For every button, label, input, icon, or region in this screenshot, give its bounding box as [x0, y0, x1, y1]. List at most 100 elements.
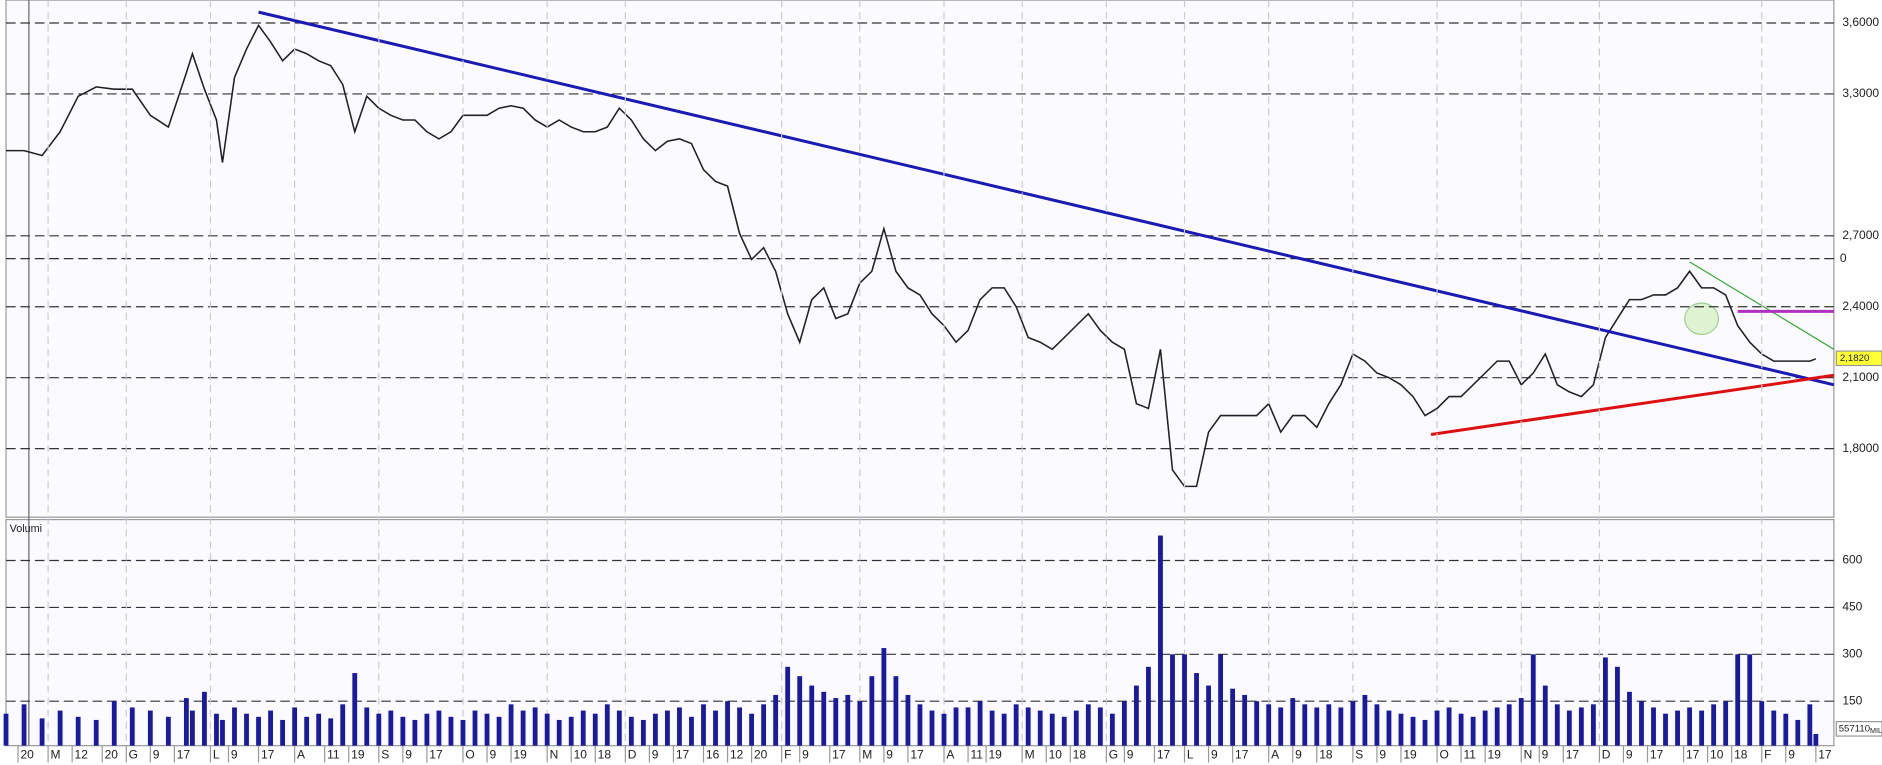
y-tick-label: 150: [1842, 693, 1862, 707]
volume-bar: [165, 716, 171, 746]
volume-bar: [556, 719, 562, 746]
volume-bar: [869, 676, 875, 746]
volume-bar: [833, 698, 839, 746]
x-tick-label: 10: [1710, 747, 1724, 761]
volume-bar: [1278, 707, 1284, 746]
volume-bar: [1434, 710, 1440, 746]
x-tick-label: 11: [970, 747, 983, 761]
x-tick-label: S: [381, 747, 389, 761]
x-tick-label: 17: [1686, 747, 1700, 761]
volume-bar: [1458, 713, 1464, 746]
volume-bar: [1326, 704, 1332, 746]
volume-bar: [701, 704, 706, 746]
volume-bar: [1254, 701, 1260, 746]
volume-bar: [941, 713, 947, 746]
x-tick-label: 17: [261, 747, 275, 761]
x-tick-label: L: [213, 747, 220, 761]
volume-bar: [376, 713, 382, 746]
volume-bar: [713, 710, 718, 746]
volume-bar: [292, 707, 298, 746]
volume-bar: [388, 710, 394, 746]
x-tick-label: 18: [1734, 747, 1748, 761]
volume-bar: [508, 704, 514, 746]
volume-bar: [1566, 710, 1572, 746]
x-tick-label: 9: [1788, 747, 1795, 761]
x-tick-label: 18: [1319, 747, 1333, 761]
volume-bar: [677, 707, 682, 746]
x-tick-label: O: [465, 747, 474, 761]
volume-bar: [953, 707, 959, 746]
x-tick-label: 10: [1049, 747, 1063, 761]
volume-bar: [93, 719, 99, 746]
volume-bar: [1170, 654, 1175, 746]
x-tick-label: M: [1025, 747, 1035, 761]
volume-bar: [652, 713, 658, 746]
volume-bar: [893, 676, 899, 746]
volume-bar: [1759, 701, 1765, 746]
x-tick-label: M: [51, 747, 61, 761]
y-tick-label: 300: [1842, 646, 1862, 660]
volume-bar: [749, 713, 755, 746]
volume-bar: [232, 707, 237, 746]
volume-bar: [1723, 701, 1729, 746]
x-tick-label: 11: [1464, 747, 1477, 761]
volume-bar: [39, 718, 45, 746]
volume-bar: [640, 719, 646, 746]
volume-bar: [1590, 704, 1596, 746]
x-tick-label: 17: [1650, 747, 1664, 761]
volume-bar: [929, 710, 935, 746]
volume-bar: [1025, 707, 1031, 746]
x-tick-label: D: [628, 747, 637, 761]
volume-bar: [628, 716, 634, 746]
x-tick-label: 17: [1566, 747, 1580, 761]
volume-bar: [484, 713, 490, 746]
volume-bar: [111, 701, 117, 746]
volume-bar: [256, 716, 261, 746]
volume-bar: [1651, 707, 1656, 746]
volume-bar: [57, 710, 63, 746]
x-tick-label: 18: [598, 747, 612, 761]
x-tick-label: 12: [730, 747, 744, 761]
volume-bar: [1771, 710, 1777, 746]
volume-bar: [183, 698, 189, 746]
volume-bar: [1049, 713, 1055, 746]
trend-line: [258, 10, 1835, 387]
x-tick-label: 9: [1295, 747, 1302, 761]
x-tick-label: 12: [75, 747, 89, 761]
x-tick-label: 9: [1542, 747, 1549, 761]
volume-bar: [268, 710, 273, 746]
x-tick-label: 9: [153, 747, 160, 761]
x-tick-label: 20: [754, 747, 768, 761]
volume-bar: [1663, 713, 1668, 746]
volume-bar: [737, 707, 742, 746]
volume-bar: [592, 713, 598, 746]
x-tick-label: O: [1439, 747, 1448, 761]
volume-bar: [665, 710, 670, 746]
y-tick-label: 2,7000: [1842, 228, 1879, 242]
volume-bar: [544, 713, 550, 746]
x-tick-label: 9: [886, 747, 893, 761]
volume-bar: [75, 716, 81, 746]
volume-bar: [448, 716, 454, 746]
volume-bar: [1386, 710, 1392, 746]
volume-bar: [1266, 704, 1272, 746]
volume-bar: [496, 716, 502, 746]
volume-bar: [1578, 707, 1584, 746]
annotation: 0: [1840, 251, 1847, 265]
volume-bar: [400, 716, 406, 746]
volume-bar: [821, 691, 827, 746]
x-tick-label: 19: [351, 747, 365, 761]
unit-label: MIL: [1870, 726, 1882, 735]
volume-bar: [352, 673, 358, 746]
volume-bar: [1085, 704, 1091, 746]
volume-bar: [244, 713, 249, 746]
x-tick-label: 18: [1073, 747, 1087, 761]
volume-bar: [1182, 654, 1187, 746]
volume-bar: [725, 701, 730, 746]
volume-bar: [1735, 654, 1741, 746]
volume-bar: [917, 704, 923, 746]
volume-bar: [1314, 707, 1320, 746]
x-tick-label: A: [1271, 747, 1279, 761]
volume-bar: [1603, 657, 1608, 746]
volume-bar: [424, 713, 430, 746]
